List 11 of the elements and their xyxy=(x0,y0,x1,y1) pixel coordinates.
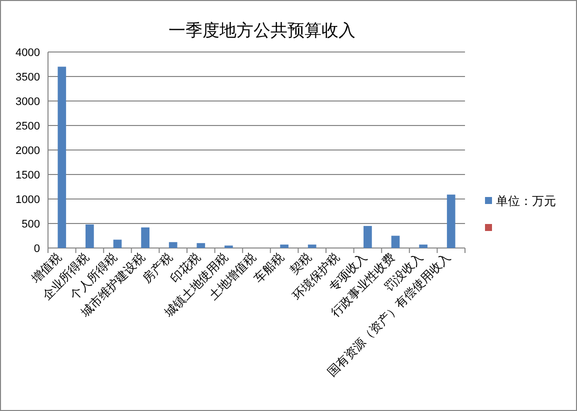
y-tick-label: 0 xyxy=(34,243,40,255)
y-tick-label: 1500 xyxy=(16,170,40,182)
y-tick-label: 3000 xyxy=(16,96,40,108)
y-tick-label: 3500 xyxy=(16,72,40,84)
y-tick-label: 2500 xyxy=(16,120,40,132)
y-tick-label: 2000 xyxy=(16,145,40,157)
y-tick-label: 1000 xyxy=(16,194,40,206)
title: 一季度地方公共预算收入 xyxy=(168,21,356,40)
y-tick-label: 4000 xyxy=(16,47,40,59)
legend-label: 单位：万元 xyxy=(496,194,556,208)
y-tick-label: 500 xyxy=(22,218,40,230)
